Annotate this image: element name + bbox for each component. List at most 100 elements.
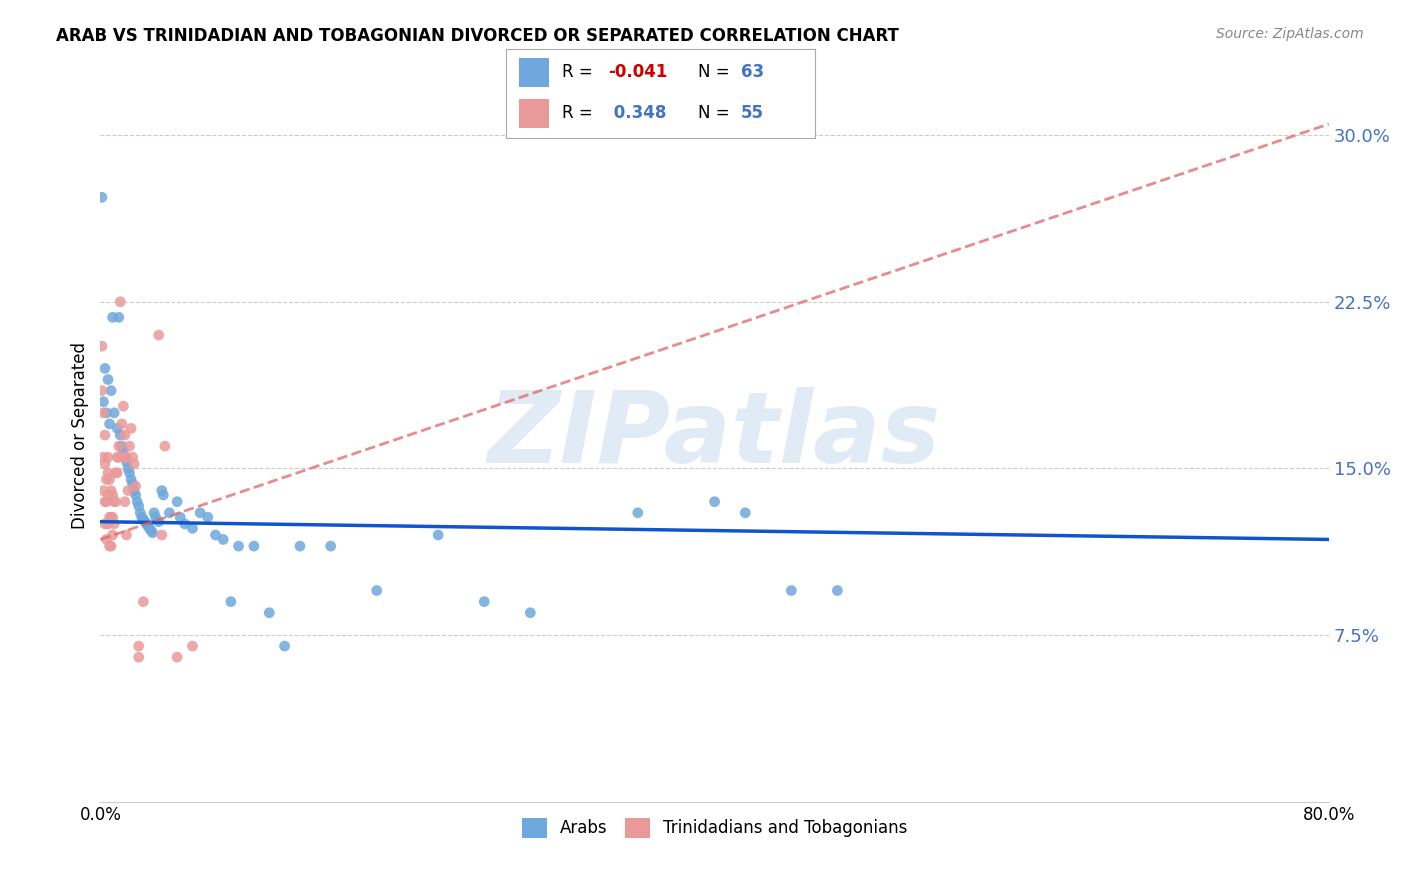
Point <box>159 506 181 520</box>
Point <box>136 519 159 533</box>
Point <box>101 488 124 502</box>
Point <box>115 455 138 469</box>
Point <box>112 443 135 458</box>
Point <box>98 539 121 553</box>
Point <box>97 450 120 465</box>
Point <box>97 372 120 386</box>
Point <box>98 510 121 524</box>
Point <box>112 450 135 465</box>
Point <box>101 510 124 524</box>
Point <box>112 399 135 413</box>
Point <box>138 521 160 535</box>
Point <box>197 510 219 524</box>
Point <box>121 477 143 491</box>
Point <box>107 310 129 325</box>
Point <box>93 406 115 420</box>
FancyBboxPatch shape <box>519 99 550 128</box>
Point <box>114 494 136 508</box>
Text: ZIPatlas: ZIPatlas <box>488 386 941 483</box>
Point <box>93 483 115 498</box>
Point <box>627 506 650 520</box>
Point <box>105 421 128 435</box>
Point <box>94 361 117 376</box>
Point <box>827 583 849 598</box>
Point <box>366 583 388 598</box>
Point <box>110 294 132 309</box>
Point <box>101 310 124 325</box>
Point <box>181 639 204 653</box>
Point <box>115 450 138 465</box>
Point <box>135 516 157 531</box>
Point <box>273 639 295 653</box>
Point <box>97 516 120 531</box>
Point <box>96 473 118 487</box>
Point <box>131 510 153 524</box>
Text: R =: R = <box>562 63 598 81</box>
Point <box>152 488 174 502</box>
Point <box>139 524 162 538</box>
Point <box>98 473 121 487</box>
Point <box>128 499 150 513</box>
Point <box>128 639 150 653</box>
Text: -0.041: -0.041 <box>609 63 668 81</box>
Point <box>103 494 125 508</box>
Point <box>104 466 127 480</box>
Point <box>96 494 118 508</box>
Point <box>90 339 112 353</box>
Text: R =: R = <box>562 104 598 122</box>
Point <box>115 528 138 542</box>
Point <box>94 457 117 471</box>
Point <box>100 483 122 498</box>
Point <box>259 606 281 620</box>
Point <box>94 516 117 531</box>
Point <box>212 533 235 547</box>
Point <box>94 428 117 442</box>
Point <box>98 417 121 431</box>
Point <box>122 457 145 471</box>
Point <box>145 510 167 524</box>
Point <box>101 528 124 542</box>
Point <box>288 539 311 553</box>
Point <box>97 466 120 480</box>
Point <box>114 428 136 442</box>
Point <box>243 539 266 553</box>
Text: 63: 63 <box>741 63 765 81</box>
Point <box>132 594 155 608</box>
Point <box>117 461 139 475</box>
Point <box>100 384 122 398</box>
Point <box>153 439 176 453</box>
Y-axis label: Divorced or Separated: Divorced or Separated <box>72 342 89 529</box>
Point <box>118 466 141 480</box>
Point <box>105 466 128 480</box>
Point <box>127 494 149 508</box>
Point <box>129 506 152 520</box>
Point <box>181 521 204 535</box>
Point <box>703 494 725 508</box>
Text: 55: 55 <box>741 104 765 122</box>
Point <box>173 516 195 531</box>
Point <box>104 494 127 508</box>
Point <box>107 450 129 465</box>
Point <box>94 494 117 508</box>
Point <box>148 515 170 529</box>
Point <box>780 583 803 598</box>
Point <box>472 594 495 608</box>
Point <box>90 190 112 204</box>
Point <box>132 512 155 526</box>
Point <box>111 417 134 431</box>
Point <box>150 483 173 498</box>
Point <box>97 488 120 502</box>
Point <box>734 506 756 520</box>
Text: Source: ZipAtlas.com: Source: ZipAtlas.com <box>1216 27 1364 41</box>
Point <box>148 328 170 343</box>
Point <box>120 421 142 435</box>
Point <box>150 528 173 542</box>
Point <box>228 539 250 553</box>
Point <box>96 533 118 547</box>
Point <box>143 506 166 520</box>
Point <box>142 525 165 540</box>
Point <box>114 450 136 465</box>
Point <box>219 594 242 608</box>
Point <box>166 650 188 665</box>
Point <box>121 450 143 465</box>
